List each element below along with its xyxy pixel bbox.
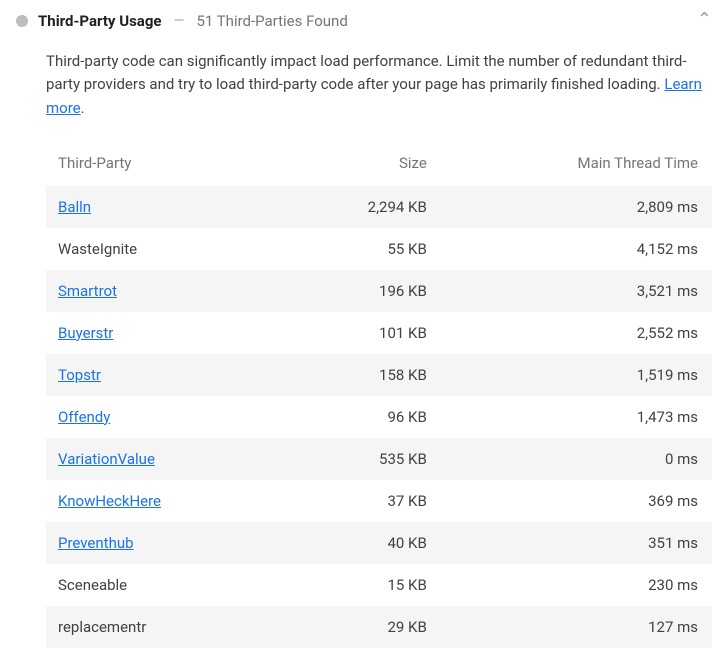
third-party-link[interactable]: Smartrot: [58, 282, 117, 300]
cell-time: 369 ms: [441, 480, 712, 522]
cell-time: 4,152 ms: [441, 228, 712, 270]
audit-summary: 51 Third-Parties Found: [196, 12, 347, 30]
table-row: Preventhub 40 KB351 ms: [46, 522, 712, 564]
third-party-table-container: Third-Party Size Main Thread Time Balln 2…: [16, 144, 712, 648]
chevron-up-icon: ⌃: [697, 11, 712, 29]
cell-name: Balln: [46, 186, 282, 228]
cell-size: 101 KB: [282, 312, 441, 354]
column-header-size: Size: [282, 144, 441, 186]
cell-time: 0 ms: [441, 438, 712, 480]
third-party-table: Third-Party Size Main Thread Time Balln 2…: [46, 144, 712, 648]
table-row: replacementr 29 KB127 ms: [46, 606, 712, 648]
column-header-name: Third-Party: [46, 144, 282, 186]
cell-name: KnowHeckHere: [46, 480, 282, 522]
third-party-link[interactable]: Preventhub: [58, 534, 134, 552]
status-dot-icon: [16, 15, 28, 27]
table-row: VariationValue 535 KB0 ms: [46, 438, 712, 480]
cell-time: 230 ms: [441, 564, 712, 606]
cell-time: 2,809 ms: [441, 186, 712, 228]
audit-description: Third-party code can significantly impac…: [16, 34, 712, 144]
third-party-link[interactable]: KnowHeckHere: [58, 492, 161, 510]
audit-title: Third-Party Usage: [38, 12, 162, 30]
cell-time: 351 ms: [441, 522, 712, 564]
third-party-link[interactable]: VariationValue: [58, 450, 155, 468]
cell-name: Smartrot: [46, 270, 282, 312]
audit-header[interactable]: Third-Party Usage — 51 Third-Parties Fou…: [16, 8, 712, 34]
third-party-link[interactable]: Buyerstr: [58, 324, 113, 342]
table-row: Sceneable 15 KB230 ms: [46, 564, 712, 606]
cell-size: 37 KB: [282, 480, 441, 522]
description-text: Third-party code can significantly impac…: [46, 52, 687, 93]
table-row: Balln 2,294 KB2,809 ms: [46, 186, 712, 228]
cell-name: Sceneable: [46, 564, 282, 606]
cell-size: 15 KB: [282, 564, 441, 606]
cell-size: 96 KB: [282, 396, 441, 438]
separator: —: [174, 13, 185, 29]
cell-size: 29 KB: [282, 606, 441, 648]
cell-size: 158 KB: [282, 354, 441, 396]
cell-name: Preventhub: [46, 522, 282, 564]
third-party-link[interactable]: Topstr: [58, 366, 101, 384]
cell-name: Buyerstr: [46, 312, 282, 354]
cell-name: Offendy: [46, 396, 282, 438]
cell-name: Topstr: [46, 354, 282, 396]
third-party-link[interactable]: Balln: [58, 198, 91, 216]
cell-time: 3,521 ms: [441, 270, 712, 312]
third-party-name: replacementr: [58, 618, 146, 636]
table-header-row: Third-Party Size Main Thread Time: [46, 144, 712, 186]
third-party-name: WasteIgnite: [58, 240, 137, 258]
cell-size: 40 KB: [282, 522, 441, 564]
cell-size: 535 KB: [282, 438, 441, 480]
table-row: WasteIgnite 55 KB4,152 ms: [46, 228, 712, 270]
third-party-name: Sceneable: [58, 576, 127, 594]
description-period: .: [81, 99, 85, 117]
cell-name: VariationValue: [46, 438, 282, 480]
cell-size: 55 KB: [282, 228, 441, 270]
cell-name: replacementr: [46, 606, 282, 648]
column-header-time: Main Thread Time: [441, 144, 712, 186]
table-row: Topstr 158 KB1,519 ms: [46, 354, 712, 396]
table-row: Smartrot 196 KB3,521 ms: [46, 270, 712, 312]
cell-time: 1,519 ms: [441, 354, 712, 396]
table-row: Buyerstr 101 KB2,552 ms: [46, 312, 712, 354]
cell-time: 127 ms: [441, 606, 712, 648]
cell-time: 1,473 ms: [441, 396, 712, 438]
table-row: KnowHeckHere 37 KB369 ms: [46, 480, 712, 522]
third-party-link[interactable]: Offendy: [58, 408, 110, 426]
cell-size: 2,294 KB: [282, 186, 441, 228]
cell-time: 2,552 ms: [441, 312, 712, 354]
cell-name: WasteIgnite: [46, 228, 282, 270]
cell-size: 196 KB: [282, 270, 441, 312]
table-row: Offendy 96 KB1,473 ms: [46, 396, 712, 438]
